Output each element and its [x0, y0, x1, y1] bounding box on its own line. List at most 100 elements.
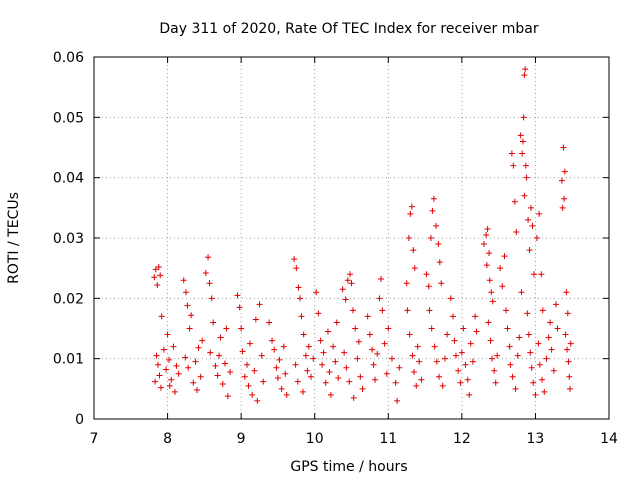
data-point: [430, 195, 437, 202]
data-point: [522, 66, 529, 73]
data-point: [342, 296, 349, 303]
data-point: [381, 340, 388, 347]
data-point: [497, 265, 504, 272]
data-point: [480, 241, 487, 248]
data-point: [185, 364, 192, 371]
data-point: [460, 325, 467, 332]
data-points: [151, 66, 574, 404]
data-point: [514, 352, 521, 359]
data-point: [202, 269, 209, 276]
data-point: [513, 228, 520, 235]
data-point: [388, 355, 395, 362]
x-tick-label: 11: [379, 431, 397, 447]
data-point: [372, 376, 379, 383]
data-point: [310, 355, 317, 362]
data-point: [408, 203, 415, 210]
data-point: [545, 334, 552, 341]
data-point: [441, 355, 448, 362]
data-point: [182, 354, 189, 361]
data-point: [273, 364, 280, 371]
data-point: [224, 393, 231, 400]
data-point: [405, 235, 412, 241]
data-point: [527, 349, 534, 356]
data-point: [166, 382, 173, 389]
data-point: [330, 343, 337, 350]
data-point: [182, 289, 189, 296]
data-point: [155, 361, 162, 368]
data-point: [536, 210, 543, 217]
data-point: [157, 384, 164, 391]
data-point: [450, 313, 457, 320]
data-point: [171, 388, 178, 395]
data-point: [467, 340, 474, 347]
data-point: [413, 382, 420, 389]
data-point: [548, 346, 555, 353]
data-point: [425, 283, 432, 290]
data-point: [511, 198, 518, 205]
y-tick-label: 0.03: [53, 231, 84, 247]
data-point: [207, 349, 214, 356]
data-point: [291, 256, 298, 263]
data-point: [428, 325, 435, 332]
data-point: [239, 348, 246, 355]
data-point: [313, 289, 320, 296]
data-point: [567, 385, 574, 392]
data-point: [491, 367, 498, 374]
data-point: [487, 337, 494, 344]
data-point: [322, 379, 329, 386]
data-point: [249, 391, 256, 398]
data-point: [333, 319, 340, 326]
data-point: [562, 331, 569, 338]
data-point: [269, 337, 276, 344]
data-point: [550, 367, 557, 374]
data-point: [559, 204, 566, 211]
data-point: [374, 350, 381, 357]
data-point: [431, 343, 438, 350]
data-point: [435, 241, 442, 248]
data-point: [153, 352, 160, 359]
data-point: [349, 307, 356, 314]
data-point: [564, 346, 571, 353]
data-point: [332, 358, 339, 365]
data-point: [455, 367, 462, 374]
data-point: [516, 334, 523, 341]
grid-lines: [94, 57, 609, 419]
data-point: [214, 372, 221, 379]
data-point: [411, 368, 418, 375]
data-point: [452, 352, 459, 359]
data-point: [543, 355, 550, 362]
data-point: [447, 295, 454, 302]
data-point: [245, 382, 252, 389]
data-point: [212, 362, 219, 369]
data-point: [276, 356, 283, 363]
data-point: [302, 352, 309, 359]
data-point: [521, 192, 528, 199]
data-point: [227, 368, 234, 375]
data-point: [168, 376, 175, 383]
data-point: [355, 338, 362, 345]
data-point: [409, 352, 416, 359]
data-point: [489, 298, 496, 305]
data-point: [560, 144, 567, 151]
data-point: [350, 394, 357, 401]
data-point: [538, 271, 545, 278]
chart-title: Day 311 of 2020, Rate Of TEC Index for r…: [159, 21, 538, 37]
y-tick-label: 0.05: [53, 110, 84, 126]
data-point: [151, 274, 158, 281]
data-point: [344, 277, 351, 284]
data-point: [427, 235, 434, 241]
data-point: [418, 376, 425, 383]
data-point: [553, 301, 560, 308]
data-point: [175, 370, 182, 377]
data-point: [251, 367, 258, 374]
data-point: [282, 370, 289, 377]
data-point: [339, 286, 346, 293]
data-point: [507, 361, 514, 368]
data-point: [403, 280, 410, 287]
data-point: [326, 368, 333, 375]
data-point: [258, 352, 265, 359]
data-point: [283, 391, 290, 398]
data-point: [433, 222, 440, 229]
y-tick-label: 0.06: [53, 50, 84, 66]
